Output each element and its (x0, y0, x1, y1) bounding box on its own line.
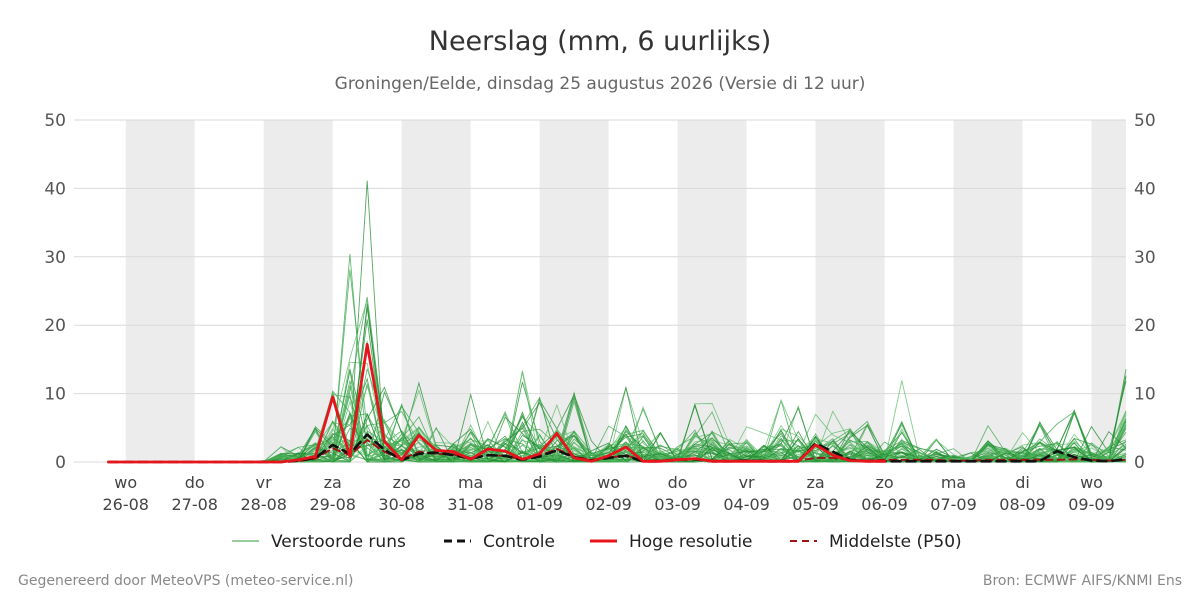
y-axis-right: 0 10 20 30 40 50 (1134, 111, 1156, 473)
y-tick-label: 0 (1134, 453, 1145, 473)
x-tick-label: za (806, 473, 824, 492)
x-tick-label: 09-09 (1068, 495, 1115, 514)
y-tick-label: 10 (1134, 385, 1156, 405)
shaded-day-band (815, 120, 885, 462)
chart-subtitle: Groningen/Eelde, dinsdag 25 augustus 202… (335, 74, 866, 94)
y-tick-label: 40 (1134, 179, 1156, 199)
shaded-day-band (539, 120, 609, 462)
shaded-day-band (125, 120, 195, 462)
x-axis: wo 26-08 do 27-08 vr 28-08 za 29-08 zo 30-08 ma 31-… (102, 473, 1114, 514)
y-tick-label: 50 (1134, 111, 1156, 131)
legend-label-p50: Middelste (P50) (829, 532, 962, 552)
y-tick-label: 30 (1134, 248, 1156, 268)
x-tick-label: 08-09 (999, 495, 1046, 514)
x-tick-label: ma (941, 473, 966, 492)
y-axis-left: 0 10 20 30 40 50 (44, 111, 66, 473)
x-tick-label: zo (875, 473, 893, 492)
legend-label-controle: Controle (483, 532, 555, 552)
x-tick-label: vr (256, 473, 272, 492)
x-tick-label: wo (1080, 473, 1103, 492)
x-tick-label: do (185, 473, 205, 492)
legend-label-hoge-resolutie: Hoge resolutie (629, 532, 753, 552)
x-tick-label: 31-08 (447, 495, 494, 514)
weekend-shading (125, 120, 1126, 462)
x-tick-label: ma (458, 473, 483, 492)
x-tick-label: 07-09 (930, 495, 977, 514)
footer-source: Bron: ECMWF AIFS/KNMI Ens (983, 573, 1182, 589)
x-tick-label: 03-09 (654, 495, 701, 514)
x-tick-label: 28-08 (240, 495, 287, 514)
y-tick-label: 40 (44, 179, 66, 199)
main-series (107, 342, 1128, 464)
x-tick-label: di (532, 473, 547, 492)
y-tick-label: 50 (44, 111, 66, 131)
x-tick-label: 26-08 (102, 495, 149, 514)
ensemble-member-line (108, 415, 1127, 463)
y-tick-label: 20 (1134, 316, 1156, 336)
y-tick-label: 10 (44, 385, 66, 405)
x-tick-label: 30-08 (378, 495, 425, 514)
x-tick-label: wo (597, 473, 620, 492)
chart-title: Neerslag (mm, 6 uurlijks) (429, 26, 771, 57)
shaded-day-band (1091, 120, 1126, 462)
x-tick-label: wo (114, 473, 137, 492)
y-tick-label: 20 (44, 316, 66, 336)
shaded-day-band (953, 120, 1023, 462)
x-tick-label: zo (393, 473, 411, 492)
x-tick-label: 29-08 (309, 495, 356, 514)
x-tick-label: 06-09 (861, 495, 908, 514)
x-tick-label: do (668, 473, 688, 492)
ensemble-member-line (108, 385, 1127, 463)
ensemble-member-line (108, 385, 1127, 463)
y-tick-label: 0 (55, 453, 66, 473)
series-line-hoge-resolutie (107, 342, 886, 464)
legend: Verstoorde runs Controle Hoge resolutie … (232, 532, 962, 552)
x-tick-label: 05-09 (792, 495, 839, 514)
x-tick-label: 27-08 (171, 495, 218, 514)
x-tick-label: 04-09 (723, 495, 770, 514)
x-tick-label: vr (739, 473, 755, 492)
x-tick-label: di (1015, 473, 1030, 492)
y-tick-label: 30 (44, 248, 66, 268)
x-tick-label: za (324, 473, 342, 492)
legend-label-ensemble: Verstoorde runs (271, 532, 406, 552)
shaded-day-band (263, 120, 333, 462)
shaded-day-band (677, 120, 747, 462)
x-tick-label: 01-09 (516, 495, 563, 514)
footer-generated-by: Gegenereerd door MeteoVPS (meteo-service… (18, 573, 353, 589)
x-tick-label: 02-09 (585, 495, 632, 514)
